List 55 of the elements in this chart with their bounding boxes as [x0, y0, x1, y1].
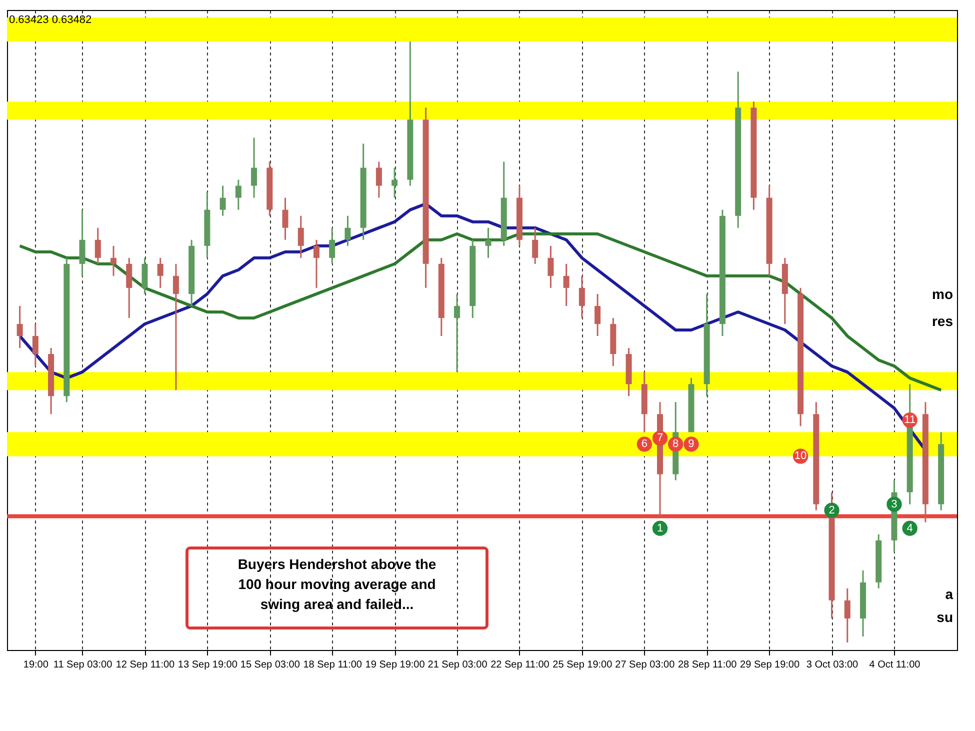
x-tick-label: 25 Sep 19:00	[552, 660, 613, 670]
series-label: 2	[828, 504, 835, 516]
x-tick-label: 13 Sep 19:00	[178, 660, 238, 670]
x-tick-label: 19 Sep 19:00	[365, 660, 426, 670]
x-tick-label: 21 Sep 03:00	[428, 660, 488, 670]
series-label: 7	[656, 432, 664, 444]
candlestick	[844, 588, 850, 644]
text: 0.63423 0.63482	[9, 14, 92, 26]
candlestick	[172, 263, 179, 391]
candlestick	[485, 227, 492, 259]
x-tick-label: 19:00	[23, 660, 49, 670]
x-tick-label: 12 Sep 11:00	[116, 660, 176, 670]
candlestick	[235, 179, 242, 211]
series-label: 1	[656, 522, 664, 534]
series-label: 3	[891, 498, 898, 510]
x-tick-label: 18 Sep 11:00	[303, 660, 362, 670]
candlestick	[578, 275, 585, 319]
x-tick-label: 15 Sep 03:00	[240, 660, 300, 670]
x-tick-label: 29 Sep 19:00	[740, 660, 800, 670]
candlestick	[329, 227, 336, 265]
candlestick	[16, 305, 23, 349]
candlestick	[220, 185, 226, 217]
candlestick	[594, 293, 601, 337]
annotation: mo	[932, 286, 953, 302]
candlestick	[32, 323, 38, 367]
x-tick-label: 27 Sep 03:00	[615, 660, 676, 670]
candlestick	[298, 215, 304, 259]
annotation: a	[945, 586, 954, 602]
series-label: 8	[672, 438, 679, 450]
candlestick	[313, 239, 320, 289]
candlestick	[157, 257, 164, 289]
x-tick-label: 22 Sep 11:00	[490, 660, 550, 670]
candlestick	[532, 227, 538, 265]
x-tick-label: 4 Oct 11:00	[869, 660, 921, 670]
candlestick	[392, 166, 398, 199]
candlestick	[454, 293, 460, 373]
series-label: 11	[904, 414, 916, 426]
series-label: 10	[794, 450, 807, 462]
candlestick	[376, 160, 382, 199]
annotation: res	[932, 313, 954, 329]
x-tick-label: 3 Oct 03:00	[806, 660, 859, 670]
annotation: su	[936, 609, 953, 625]
series-label: 4	[906, 522, 913, 534]
annotation: Buyers Hendershot above the 100 hour moving average and swing area and failed...	[238, 556, 436, 612]
x-tick-label: 11 Sep 03:00	[53, 660, 113, 670]
series-label: 9	[688, 438, 694, 450]
candlestick	[251, 136, 258, 199]
candlestick	[282, 197, 288, 241]
candlestick	[344, 215, 351, 247]
x-tick-label: 28 Sep 11:00	[678, 660, 738, 670]
candlestick	[563, 263, 570, 307]
series-label: 6	[641, 438, 648, 450]
candlestick	[548, 245, 554, 289]
candlestick	[94, 227, 101, 265]
candlestick	[110, 245, 116, 277]
